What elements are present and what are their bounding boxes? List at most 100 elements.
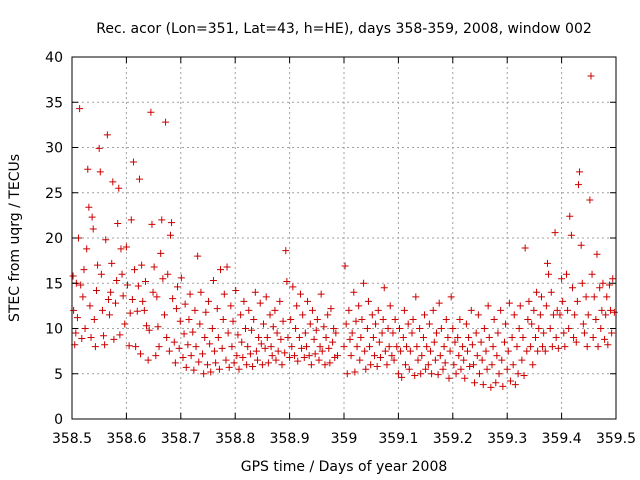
data-point: [561, 343, 569, 351]
x-tick-label: 359.4: [542, 431, 582, 447]
data-point: [461, 374, 469, 382]
data-point: [452, 370, 460, 378]
data-point: [302, 343, 310, 351]
data-point: [141, 277, 149, 285]
data-point: [419, 334, 427, 342]
data-point: [440, 343, 448, 351]
y-tick-label: 35: [45, 95, 63, 111]
data-point: [163, 334, 171, 342]
data-point: [432, 329, 440, 337]
data-point: [475, 370, 483, 378]
data-point: [311, 350, 319, 358]
data-point: [170, 338, 178, 346]
data-point: [289, 283, 297, 291]
data-point: [248, 326, 256, 334]
data-point: [171, 359, 179, 367]
data-point: [274, 347, 282, 355]
data-point: [154, 323, 162, 331]
data-point: [391, 315, 399, 323]
data-point: [425, 320, 433, 328]
data-point: [367, 361, 375, 369]
data-point: [73, 314, 81, 322]
data-point: [562, 270, 570, 278]
data-point: [347, 352, 355, 360]
data-point: [299, 311, 307, 319]
grid-lines: [72, 57, 616, 419]
data-point: [72, 329, 80, 337]
data-point: [424, 361, 432, 369]
data-point: [102, 236, 110, 244]
data-point: [444, 334, 452, 342]
data-point: [149, 288, 157, 296]
data-point: [355, 302, 363, 310]
data-point: [492, 379, 500, 387]
data-point: [245, 306, 253, 314]
data-point: [250, 315, 258, 323]
chart-title: Rec. acor (Lon=351, Lat=43, h=HE), days …: [96, 21, 592, 37]
x-tick-label: 359: [331, 431, 358, 447]
data-point: [306, 320, 314, 328]
data-point: [376, 353, 384, 361]
data-point: [135, 175, 143, 183]
data-point: [318, 347, 326, 355]
data-point: [573, 297, 581, 305]
data-point: [364, 297, 372, 305]
data-point: [117, 245, 125, 253]
data-point: [189, 328, 197, 336]
data-point: [397, 347, 405, 355]
y-tick-label: 30: [45, 141, 63, 157]
data-point: [598, 306, 606, 314]
data-point: [368, 311, 376, 319]
data-point: [554, 344, 562, 352]
data-point: [200, 370, 208, 378]
data-point: [455, 352, 463, 360]
data-point: [356, 356, 364, 364]
data-point: [219, 315, 227, 323]
data-point: [451, 338, 459, 346]
data-point: [119, 292, 127, 300]
data-point: [139, 297, 147, 305]
data-point: [537, 293, 545, 301]
data-point: [293, 302, 301, 310]
data-point: [308, 306, 316, 314]
data-point: [400, 306, 408, 314]
data-point: [607, 306, 615, 314]
data-point: [223, 263, 231, 271]
data-point: [450, 361, 458, 369]
data-point: [434, 371, 442, 379]
y-tick-label: 40: [45, 50, 63, 66]
data-point: [379, 315, 387, 323]
data-point: [276, 297, 284, 305]
data-point: [603, 293, 611, 301]
data-point: [599, 279, 607, 287]
data-point: [435, 299, 443, 307]
data-point: [509, 361, 517, 369]
data-point: [601, 335, 609, 343]
data-point: [249, 363, 257, 371]
data-point: [570, 334, 578, 342]
data-point: [97, 270, 105, 278]
data-point: [288, 343, 296, 351]
x-tick-label: 359.3: [487, 431, 527, 447]
data-point: [523, 347, 531, 355]
data-point: [175, 344, 183, 352]
data-point: [479, 381, 487, 389]
data-point: [484, 302, 492, 310]
data-point: [587, 72, 595, 80]
data-point: [514, 370, 522, 378]
data-point: [372, 320, 380, 328]
data-point: [70, 306, 78, 314]
data-point: [296, 290, 304, 298]
data-point: [181, 300, 189, 308]
y-tick-label: 5: [54, 367, 63, 383]
data-point: [164, 270, 172, 278]
data-point: [234, 331, 242, 339]
data-point: [294, 357, 302, 365]
data-points: [69, 72, 618, 391]
data-point: [286, 353, 294, 361]
data-point: [586, 196, 594, 204]
data-point: [610, 308, 618, 316]
data-point: [287, 315, 295, 323]
data-point: [118, 270, 126, 278]
x-tick-label: 358.9: [270, 431, 310, 447]
